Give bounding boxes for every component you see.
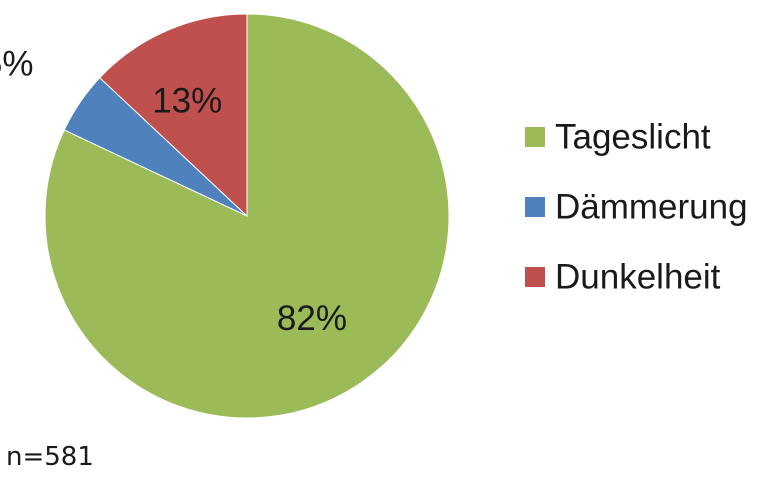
- data-label-dunkelheit: 13%: [152, 82, 222, 121]
- legend-swatch: [525, 267, 545, 287]
- sample-size-note: n=581: [6, 442, 94, 472]
- pie-slices: [44, 13, 450, 419]
- pie-slice-dunkelheit: [99, 13, 248, 218]
- legend-swatch: [525, 197, 545, 217]
- legend-label: Dämmerung: [555, 188, 748, 227]
- legend-label: Tageslicht: [555, 118, 711, 157]
- data-label-d-mmerung: 5%: [0, 45, 33, 84]
- legend-item-dunkelheit: Dunkelheit: [525, 258, 721, 297]
- data-label-tageslicht: 82%: [277, 299, 347, 338]
- legend-item-tageslicht: Tageslicht: [525, 118, 711, 157]
- legend-label: Dunkelheit: [555, 258, 721, 297]
- legend: Tageslicht Dämmerung Dunkelheit: [525, 118, 748, 297]
- legend-swatch: [525, 127, 545, 147]
- legend-item-d-mmerung: Dämmerung: [525, 188, 748, 227]
- pie-slice-labels: 82% 5% 13%: [0, 45, 347, 338]
